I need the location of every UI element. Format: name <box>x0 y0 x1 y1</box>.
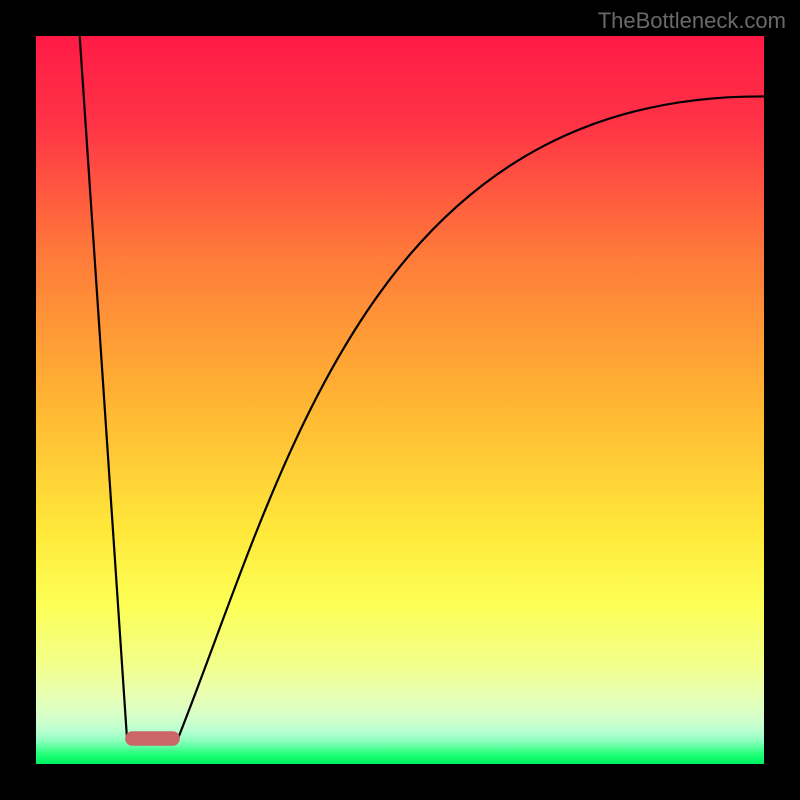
bottleneck-chart: TheBottleneck.com <box>0 0 800 800</box>
watermark-text: TheBottleneck.com <box>598 8 786 34</box>
chart-svg <box>0 0 800 800</box>
